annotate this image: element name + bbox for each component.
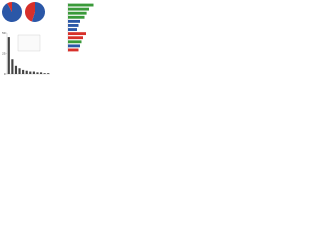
pie-slice — [7, 2, 12, 12]
pie-slice — [1, 2, 22, 23]
bar — [68, 3, 94, 7]
figure: 0 25 50 — [0, 0, 100, 80]
bar — [11, 59, 14, 74]
bar — [68, 40, 82, 44]
legend-box — [17, 34, 41, 52]
bar — [14, 65, 18, 74]
bar — [29, 71, 32, 74]
bar — [68, 28, 77, 31]
bar — [7, 37, 10, 74]
bar — [32, 71, 35, 74]
bar — [25, 70, 28, 74]
bar — [68, 7, 89, 11]
bar — [18, 68, 21, 74]
bar — [68, 36, 83, 40]
bar — [68, 44, 80, 48]
bar — [68, 32, 86, 36]
pie-slice — [24, 2, 35, 22]
bar — [39, 72, 43, 74]
bar — [68, 19, 80, 23]
bar — [47, 73, 50, 74]
y-tick-label: 0 — [4, 72, 6, 76]
y-tick-label: 25 — [2, 51, 6, 55]
pie-slice — [31, 2, 45, 22]
bar — [22, 69, 25, 74]
y-tick-label: 50 — [2, 31, 6, 35]
bar — [68, 48, 79, 52]
bar — [43, 73, 46, 74]
bar — [68, 15, 85, 19]
bar — [68, 24, 79, 27]
bar — [36, 72, 39, 74]
bar — [68, 11, 87, 15]
